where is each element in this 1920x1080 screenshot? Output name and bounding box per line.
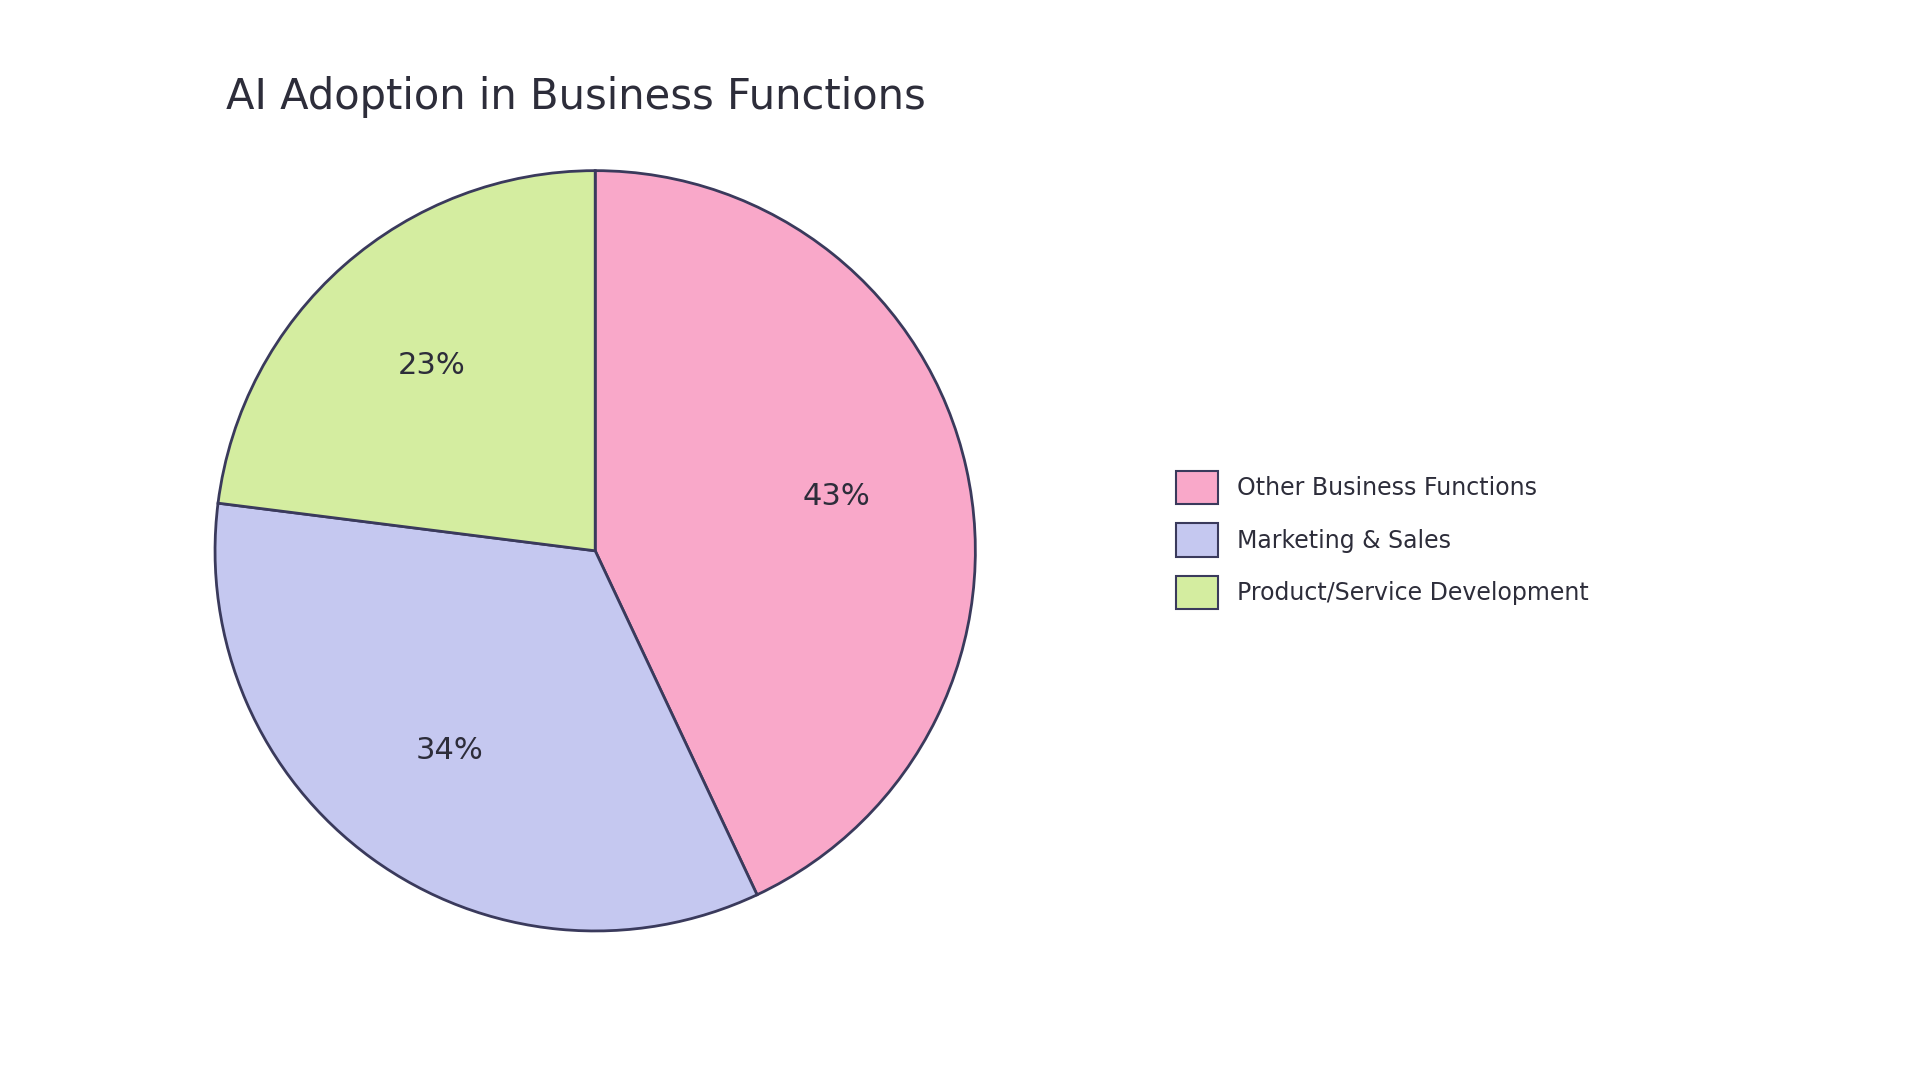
Text: 23%: 23% bbox=[397, 351, 467, 380]
Text: AI Adoption in Business Functions: AI Adoption in Business Functions bbox=[227, 76, 925, 118]
Legend: Other Business Functions, Marketing & Sales, Product/Service Development: Other Business Functions, Marketing & Sa… bbox=[1164, 459, 1601, 621]
Text: 34%: 34% bbox=[417, 737, 484, 766]
Wedge shape bbox=[215, 503, 756, 931]
Wedge shape bbox=[219, 171, 595, 551]
Wedge shape bbox=[595, 171, 975, 894]
Text: 43%: 43% bbox=[803, 483, 870, 512]
